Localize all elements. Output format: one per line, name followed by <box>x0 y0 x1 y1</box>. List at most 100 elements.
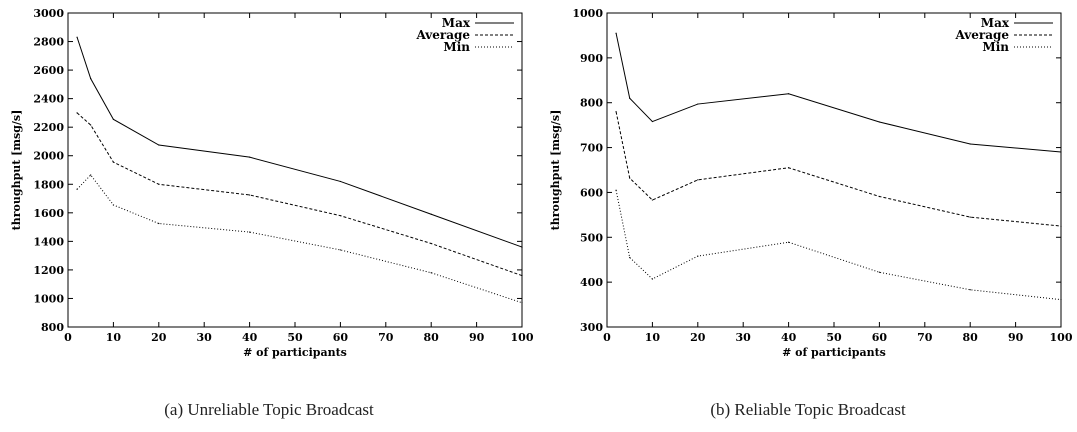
data-point-average <box>878 195 880 198</box>
data-point-max <box>629 97 631 99</box>
series-line-min <box>76 174 523 304</box>
data-point-max <box>339 180 341 183</box>
x-axis-label: # of participants <box>243 346 347 359</box>
data-point-max <box>969 143 971 145</box>
y-tick-label: 600 <box>580 186 603 199</box>
data-point-average <box>249 194 251 196</box>
data-point-max <box>430 213 432 215</box>
data-point-max <box>158 144 160 146</box>
data-point-min <box>76 188 78 190</box>
series-line-average <box>76 112 523 277</box>
data-point-average <box>788 167 790 169</box>
data-point-min <box>629 256 631 259</box>
data-point-average <box>90 124 92 126</box>
data-point-min <box>158 222 160 225</box>
data-point-average <box>651 199 653 201</box>
data-point-average <box>112 161 114 163</box>
x-tick-label: 90 <box>469 331 485 344</box>
series-line-min <box>615 190 1062 301</box>
y-tick-label: 900 <box>580 52 603 65</box>
data-point-min <box>969 289 971 291</box>
y-tick-label: 2400 <box>33 93 64 106</box>
y-tick-label: 2600 <box>33 64 64 77</box>
x-tick-label: 30 <box>197 331 213 344</box>
x-tick-label: 40 <box>242 331 258 344</box>
x-tick-label: 100 <box>1050 331 1073 344</box>
x-tick-label: 90 <box>1008 331 1024 344</box>
y-tick-label: 1600 <box>33 207 64 220</box>
throughput-chart-unreliable: 0 10 20 30 40 50 60 70 80 90 100 800 1000 1200 1400 160… <box>10 7 534 359</box>
y-tick-label: 400 <box>580 276 603 289</box>
x-tick-label: 80 <box>963 331 979 344</box>
data-point-average <box>430 242 432 245</box>
legend-label: Min <box>982 40 1009 54</box>
y-tick-label: 2000 <box>33 150 64 163</box>
y-tick-label: 1800 <box>33 178 64 191</box>
data-point-average <box>76 112 78 114</box>
y-tick-label: 2200 <box>33 121 64 134</box>
data-point-average <box>1060 225 1062 227</box>
y-tick-label: 700 <box>580 142 603 155</box>
legend-label: Max <box>442 16 471 30</box>
chart-caption: (a) Unreliable Topic Broadcast <box>164 400 374 419</box>
data-point-average <box>339 215 341 217</box>
y-tick-label: 1200 <box>33 264 64 277</box>
y-tick-label: 1000 <box>33 292 64 305</box>
x-tick-label: 70 <box>378 331 394 344</box>
legend-label: Average <box>415 28 470 42</box>
throughput-chart-reliable: 0 10 20 30 40 50 60 70 80 90 100 300 400 500 600 700 800… <box>549 7 1073 359</box>
x-tick-label: 50 <box>826 331 842 344</box>
data-point-min <box>788 241 790 243</box>
y-tick-label: 2800 <box>33 36 64 49</box>
x-tick-label: 70 <box>917 331 933 344</box>
legend-label: Min <box>443 40 470 54</box>
series-line-max <box>615 33 1062 153</box>
y-axis-label: throughput [msg/s] <box>10 110 23 231</box>
y-tick-label: 1400 <box>33 235 64 248</box>
x-tick-label: 100 <box>511 331 534 344</box>
legend-label: Average <box>954 28 1009 42</box>
chart-panel-unreliable: 0 10 20 30 40 50 60 70 80 90 100 800 1000 1200 1400 160… <box>0 0 538 432</box>
x-tick-label: 50 <box>287 331 303 344</box>
data-point-max <box>76 36 78 38</box>
x-tick-label: 80 <box>424 331 440 344</box>
data-point-average <box>969 216 971 218</box>
chart-caption: (b) Reliable Topic Broadcast <box>710 400 906 419</box>
plot-frame <box>606 12 1062 328</box>
x-tick-label: 20 <box>690 331 706 344</box>
y-tick-label: 300 <box>580 321 603 334</box>
y-tick-label: 3000 <box>33 7 64 20</box>
data-point-average <box>629 177 631 179</box>
data-point-average <box>521 275 523 277</box>
data-point-average <box>697 179 699 181</box>
x-tick-label: 0 <box>64 331 72 344</box>
data-point-max <box>90 78 92 80</box>
series-line-max <box>76 37 523 248</box>
data-point-min <box>697 255 699 257</box>
x-tick-label: 0 <box>603 331 611 344</box>
data-point-min <box>90 174 92 176</box>
y-tick-label: 1000 <box>572 7 603 20</box>
data-point-average <box>158 183 160 185</box>
x-axis-label: # of participants <box>782 346 886 359</box>
x-tick-label: 60 <box>872 331 888 344</box>
data-point-min <box>1060 299 1062 301</box>
legend-label: Max <box>981 16 1010 30</box>
data-point-max <box>697 103 699 105</box>
data-point-min <box>339 249 341 251</box>
data-point-min <box>430 272 432 274</box>
y-tick-label: 500 <box>580 231 603 244</box>
data-point-min <box>249 231 251 233</box>
x-tick-label: 60 <box>333 331 349 344</box>
data-point-min <box>878 271 880 273</box>
data-point-max <box>521 246 523 248</box>
x-tick-label: 30 <box>736 331 752 344</box>
data-point-min <box>651 278 653 280</box>
data-point-min <box>521 302 523 304</box>
chart-panel-reliable: 0 10 20 30 40 50 60 70 80 90 100 300 400 500 600 700 800… <box>539 0 1077 432</box>
y-tick-label: 800 <box>580 97 603 110</box>
x-tick-label: 10 <box>645 331 661 344</box>
x-tick-label: 20 <box>151 331 167 344</box>
data-point-max <box>788 93 790 95</box>
data-point-max <box>112 118 114 120</box>
